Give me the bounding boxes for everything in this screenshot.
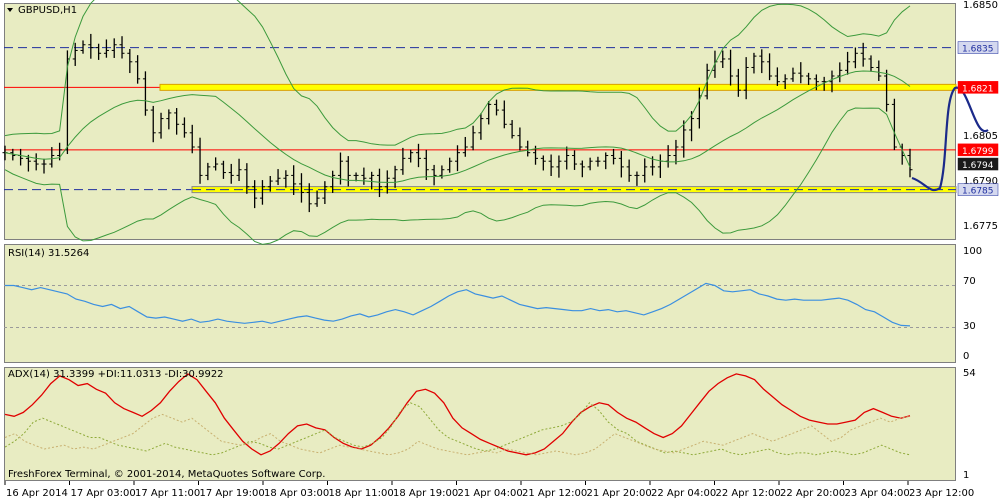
- adx-axis-label: 1: [963, 470, 969, 481]
- adx-layer: [4, 373, 911, 456]
- dropdown-triangle-icon[interactable]: [7, 8, 13, 12]
- price-tag-label: 1.6785: [962, 187, 994, 197]
- price-axis-label: 1.6775: [963, 221, 998, 232]
- rsi-axis-label: 70: [963, 276, 976, 287]
- time-axis-label: 22 Apr 20:00: [780, 488, 845, 499]
- rsi-layer: [4, 282, 956, 328]
- time-axis-label: 17 Apr 11:00: [135, 488, 200, 499]
- time-axis-label: 16 Apr 2014: [6, 488, 68, 499]
- time-axis-label: 22 Apr 04:00: [651, 488, 716, 499]
- minus-di-line: [4, 413, 911, 456]
- time-axis-label: 17 Apr 19:00: [200, 488, 265, 499]
- time-axis-label: 21 Apr 20:00: [587, 488, 652, 499]
- symbol-title: GBPUSD,H1: [18, 5, 77, 16]
- adx-pane[interactable]: [4, 367, 956, 481]
- time-axis-label: 18 Apr 03:00: [264, 488, 329, 499]
- footer-copyright: FreshForex Terminal, © 2001-2014, MetaQu…: [8, 469, 325, 480]
- rsi-label: RSI(14) 31.5264: [8, 248, 89, 259]
- bollinger-middle: [4, 70, 911, 183]
- price-tag: [957, 143, 999, 157]
- adx-line: [4, 373, 911, 456]
- time-axis-label: 23 Apr 04:00: [845, 488, 910, 499]
- bollinger-upper: [4, 0, 911, 146]
- time-axis-label: 21 Apr 04:00: [458, 488, 523, 499]
- main-pane[interactable]: [4, 3, 956, 240]
- adx-label: ADX(14) 31.3399 +DI:11.0313 -DI:30.9922: [8, 369, 224, 380]
- time-axis-label: 22 Apr 12:00: [716, 488, 781, 499]
- price-tag: [957, 157, 999, 171]
- price-axis-label: 1.6805: [963, 131, 998, 142]
- bollinger-lower: [4, 107, 911, 245]
- time-axis-label: 17 Apr 03:00: [71, 488, 136, 499]
- time-axis-label: 18 Apr 19:00: [393, 488, 458, 499]
- price-tag-label: 1.6794: [962, 161, 994, 171]
- plus-di-line: [4, 402, 911, 456]
- main-pane-frame: [4, 3, 956, 240]
- time-axis-label: 18 Apr 11:00: [329, 488, 394, 499]
- yellow-resistance-band: [159, 83, 957, 91]
- main-chart-layer: [2, 0, 989, 245]
- adx-axis-label: 54: [963, 368, 976, 379]
- price-axis-label: 1.6790: [963, 176, 998, 187]
- price-tag-label: 1.6835: [962, 45, 994, 55]
- price-tag: [957, 81, 999, 94]
- price-tag-label: 1.6799: [962, 147, 994, 157]
- time-axis-label: 21 Apr 12:00: [522, 488, 587, 499]
- price-tag: [957, 41, 999, 54]
- rsi-pane[interactable]: [4, 244, 956, 363]
- time-axis: 16 Apr 2014 17 Apr 03:00 17 Apr 11:00 17 Ap…: [4, 481, 974, 499]
- price-tag: [957, 183, 999, 196]
- rsi-pane-frame: [4, 244, 956, 363]
- rsi-axis-label: 0: [963, 351, 969, 362]
- rsi-axis-label: 30: [963, 321, 976, 332]
- time-axis-label: 23 Apr 12:00: [909, 488, 974, 499]
- forecast-curve: [911, 86, 989, 192]
- rsi-line: [5, 282, 911, 327]
- price-axis-label: 1.6850: [963, 0, 998, 11]
- price-tag-label: 1.6821: [962, 84, 994, 94]
- price-tags: 1.6835 1.6821 1.6799 1.6794 1.6785: [957, 41, 999, 197]
- adx-pane-frame: [4, 367, 956, 481]
- rsi-axis-label: 100: [963, 246, 982, 257]
